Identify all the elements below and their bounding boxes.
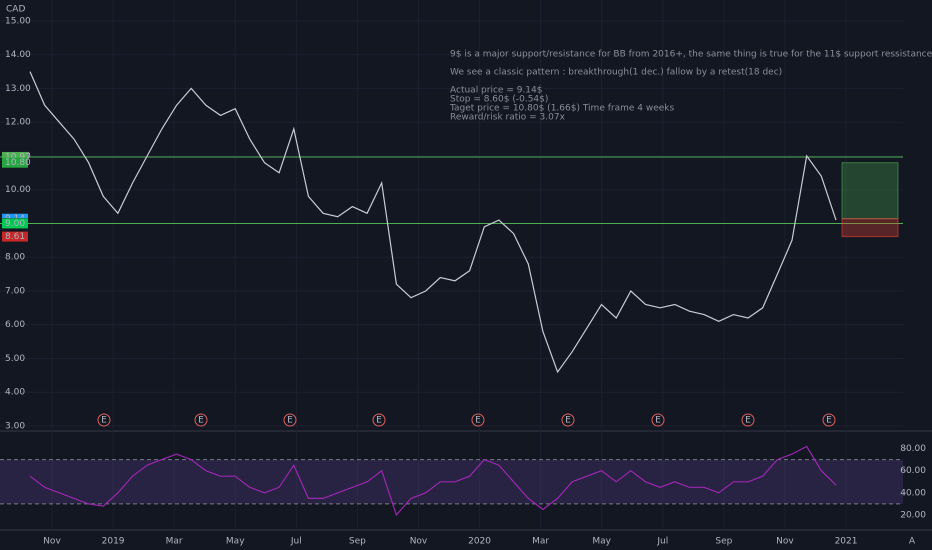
y-tick-label: 60.00 [900,466,926,476]
earnings-marker [194,413,208,427]
earnings-label: E [745,416,751,426]
annotation: Taget price = 10.80$ (1.66$) Time frame … [449,104,674,114]
earnings-label: E [565,416,571,426]
earnings-label: E [826,416,832,426]
price-label: 10.97 [5,152,31,162]
earnings-marker [822,413,836,427]
x-tick-label: Nov [776,537,794,547]
earnings-marker [651,413,665,427]
earnings-marker [372,413,386,427]
annotation: Stop = 8.60$ (-0.54$) [450,95,548,105]
earnings-label: E [655,416,661,426]
target-zone [841,162,899,220]
y-tick-label: 20.00 [900,510,926,520]
x-tick-label: Jul [656,537,668,547]
x-tick-label: May [592,537,611,547]
y-tick-label: 7.00 [5,286,25,296]
price-label: 8.61 [5,232,25,242]
x-tick-label: 2021 [835,537,858,547]
auto-scale[interactable]: A [909,537,916,547]
x-tick-label: Nov [410,537,428,547]
annotation: We see a classic pattern : breakthrough(… [450,68,782,78]
x-tick-label: Nov [43,537,61,547]
annotation: 9$ is a major support/resistance for BB … [450,50,932,60]
y-tick-label: 14.00 [5,50,31,60]
y-tick-label: 5.00 [5,354,25,364]
y-tick-label: 40.00 [900,488,926,498]
y-tick-label: 10.00 [5,185,31,195]
price-label: 10.80 [5,158,31,168]
earnings-label: E [101,416,107,426]
y-tick-label: 8.00 [5,253,25,263]
earnings-label: E [376,416,382,426]
currency: CAD [6,5,25,15]
y-tick-label: 13.00 [5,84,31,94]
earnings-marker [561,413,575,427]
annotation: Reward/risk ratio = 3.07x [450,113,566,123]
x-tick-label: Sep [349,537,366,547]
series-line [29,445,837,517]
x-tick-label: May [226,537,245,547]
earnings-label: E [198,416,204,426]
x-tick-label: Mar [166,537,183,547]
annotations: 9$ is a major support/resistance for BB … [449,50,932,123]
earnings-marker [471,413,485,427]
stop-zone [841,218,899,238]
x-tick-label: 2020 [468,537,491,547]
y-tick-label: 12.00 [5,118,31,128]
earnings-marker [741,413,755,427]
price-label-box [2,218,28,229]
y-tick-label: 15.00 [5,16,31,26]
price-label-box [2,157,28,168]
y-tick-label: 80.00 [900,444,926,454]
price-label: 9.00 [5,219,25,229]
earnings-marker [97,413,111,427]
earnings-label: E [287,416,293,426]
x-tick-label: Sep [715,537,732,547]
x-tick-label: 2019 [102,537,125,547]
y-tick-label: 3.00 [5,421,25,431]
annotation: Actual price = 9.14$ [450,86,542,96]
price-label-box [2,151,28,162]
x-tick-label: Jul [290,537,302,547]
series-line [29,71,837,374]
x-tick-label: Mar [532,537,549,547]
y-tick-label: 4.00 [5,388,25,398]
y-tick-label: 6.00 [5,320,25,330]
price-label-box [2,231,28,242]
earnings-label: E [475,416,481,426]
earnings-marker [283,413,297,427]
